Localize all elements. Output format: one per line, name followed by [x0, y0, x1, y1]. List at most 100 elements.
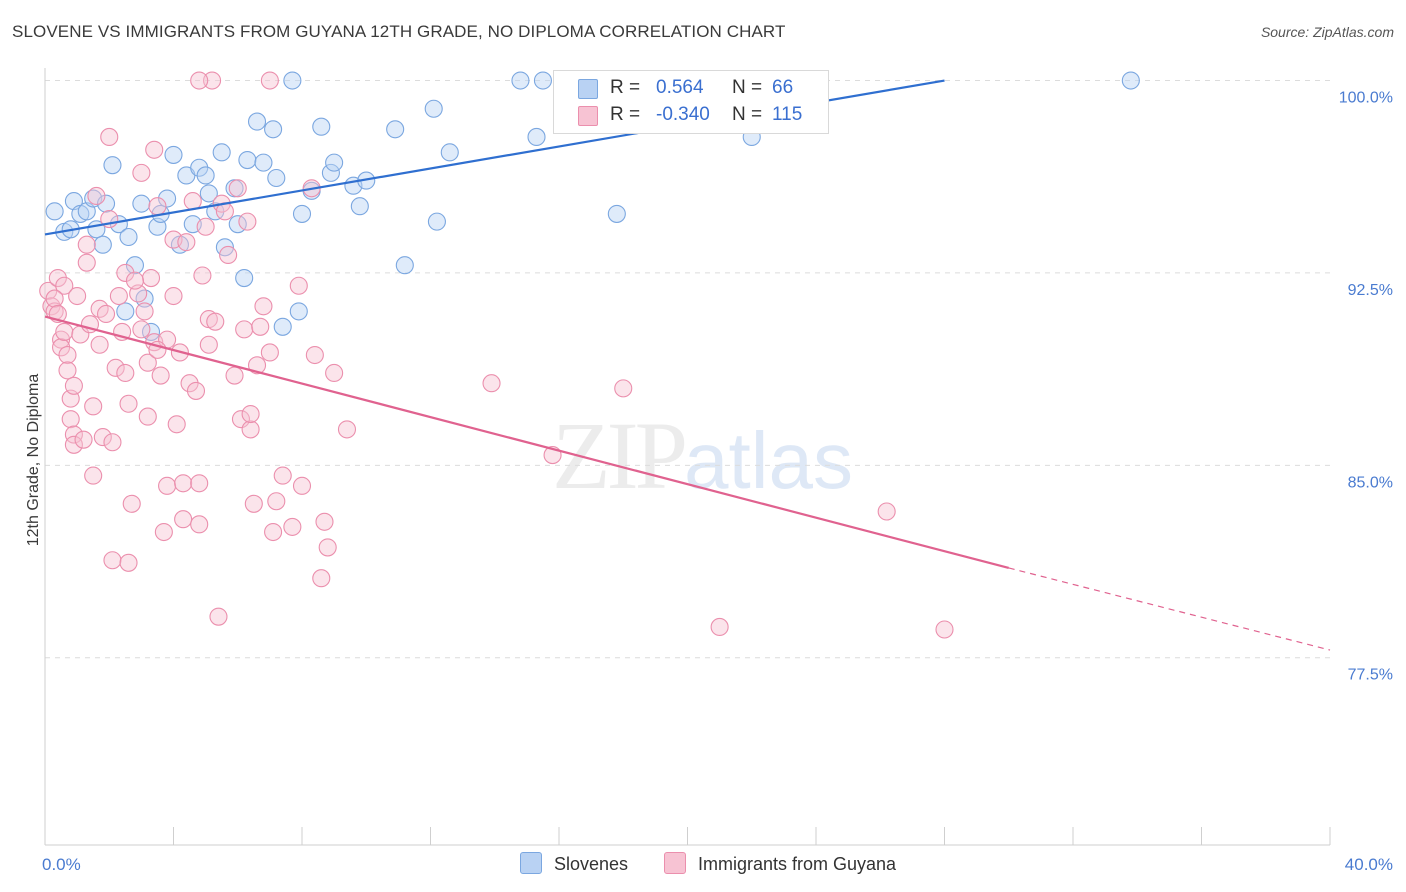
point-guyana — [273, 466, 292, 485]
point-slovenes — [45, 202, 64, 221]
point-slovenes — [321, 163, 340, 182]
point-slovenes — [119, 227, 138, 247]
point-guyana — [193, 266, 212, 285]
point-guyana — [325, 363, 344, 383]
point-slovenes — [607, 204, 626, 223]
point-guyana — [877, 502, 896, 521]
legend-n-value: 66 — [772, 77, 794, 98]
point-guyana — [235, 320, 254, 339]
point-slovenes — [254, 153, 273, 172]
point-guyana — [68, 286, 87, 306]
point-slovenes — [350, 197, 369, 216]
point-slovenes — [164, 145, 183, 164]
point-slovenes — [511, 71, 530, 90]
point-slovenes — [103, 156, 122, 175]
point-guyana — [116, 363, 135, 383]
point-guyana — [260, 71, 279, 90]
point-guyana — [158, 476, 177, 495]
point-slovenes — [283, 71, 302, 90]
point-guyana — [482, 374, 501, 393]
y-tick-label: 77.5% — [1348, 667, 1393, 684]
point-guyana — [58, 345, 77, 365]
point-guyana — [283, 517, 302, 536]
point-slovenes — [427, 212, 446, 231]
y-tick-label: 100.0% — [1339, 90, 1393, 107]
point-guyana — [93, 428, 112, 447]
point-guyana — [935, 620, 954, 639]
source-label: Source: ZipAtlas.com — [1260, 24, 1394, 40]
bottom-legend-slovenes: Slovenes — [520, 852, 628, 875]
point-slovenes — [1121, 71, 1140, 90]
point-slovenes — [125, 256, 144, 275]
point-guyana — [84, 466, 103, 485]
legend-r-label: R = — [610, 77, 641, 98]
chart-title: SLOVENE VS IMMIGRANTS FROM GUYANA 12TH G… — [12, 22, 786, 41]
point-guyana — [318, 538, 337, 557]
point-slovenes — [273, 317, 292, 336]
point-guyana — [247, 356, 267, 375]
legend-n-value: 115 — [772, 104, 803, 125]
point-guyana — [190, 71, 209, 90]
bottom-legend-label-guyana: Immigrants from Guyana — [698, 854, 897, 874]
point-guyana — [132, 163, 151, 182]
point-guyana — [90, 335, 109, 354]
point-slovenes — [196, 166, 215, 185]
point-slovenes — [395, 256, 414, 275]
bottom-legend-swatch-guyana — [664, 852, 686, 874]
point-guyana — [106, 358, 125, 377]
point-guyana — [64, 376, 83, 395]
legend-swatch-slovenes — [578, 79, 598, 99]
legend-n-label: N = — [732, 77, 763, 98]
point-guyana — [122, 494, 141, 513]
point-guyana — [186, 381, 206, 400]
legend-r-value: 0.564 — [656, 77, 704, 98]
point-guyana — [154, 522, 173, 542]
point-guyana — [238, 212, 257, 231]
point-slovenes — [116, 302, 135, 321]
bottom-legend-guyana: Immigrants from Guyana — [664, 852, 896, 875]
legend-r-label: R = — [610, 104, 641, 125]
point-guyana — [135, 302, 154, 321]
point-guyana — [337, 420, 357, 439]
point-guyana — [61, 410, 80, 429]
point-guyana — [199, 335, 218, 354]
point-guyana — [74, 430, 93, 449]
point-slovenes — [440, 143, 459, 162]
point-guyana — [64, 435, 83, 454]
point-guyana — [103, 551, 122, 570]
point-guyana — [219, 245, 238, 265]
x-tick-label: 40.0% — [1345, 855, 1393, 874]
point-slovenes — [264, 120, 283, 139]
point-guyana — [315, 512, 334, 531]
point-guyana — [145, 140, 164, 159]
point-guyana — [190, 474, 209, 493]
point-guyana — [305, 345, 324, 365]
point-guyana — [614, 379, 633, 398]
point-guyana — [244, 494, 263, 513]
point-guyana — [267, 492, 286, 511]
point-guyana — [167, 415, 186, 434]
legend-r-value: -0.340 — [656, 104, 710, 125]
point-guyana — [174, 510, 193, 529]
point-guyana — [87, 186, 106, 206]
point-guyana — [289, 276, 308, 295]
point-slovenes — [158, 189, 177, 208]
point-guyana — [251, 317, 270, 336]
point-slovenes — [325, 153, 344, 172]
point-guyana — [119, 394, 138, 413]
point-guyana — [312, 569, 331, 588]
point-guyana — [174, 474, 193, 493]
point-slovenes — [312, 117, 331, 136]
y-tick-label: 85.0% — [1348, 474, 1393, 491]
bottom-legend-label-slovenes: Slovenes — [554, 854, 629, 874]
point-guyana — [292, 476, 312, 495]
point-slovenes — [386, 120, 405, 139]
y-axis-label: 12th Grade, No Diploma — [25, 374, 42, 547]
point-slovenes — [212, 143, 231, 162]
point-guyana — [141, 269, 161, 288]
point-slovenes — [235, 269, 254, 288]
point-guyana — [125, 271, 144, 290]
point-guyana — [209, 607, 228, 626]
legend-n-label: N = — [732, 104, 763, 125]
